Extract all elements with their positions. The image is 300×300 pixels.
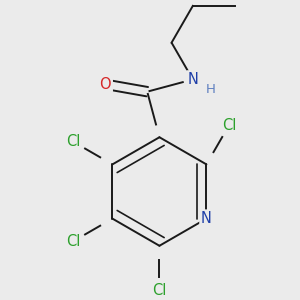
- Text: O: O: [100, 77, 111, 92]
- Text: Cl: Cl: [222, 118, 236, 133]
- Text: Cl: Cl: [152, 283, 166, 298]
- Text: Cl: Cl: [66, 233, 81, 248]
- Text: N: N: [188, 72, 198, 87]
- Text: Cl: Cl: [66, 134, 81, 149]
- Text: H: H: [206, 83, 216, 96]
- Text: N: N: [201, 211, 212, 226]
